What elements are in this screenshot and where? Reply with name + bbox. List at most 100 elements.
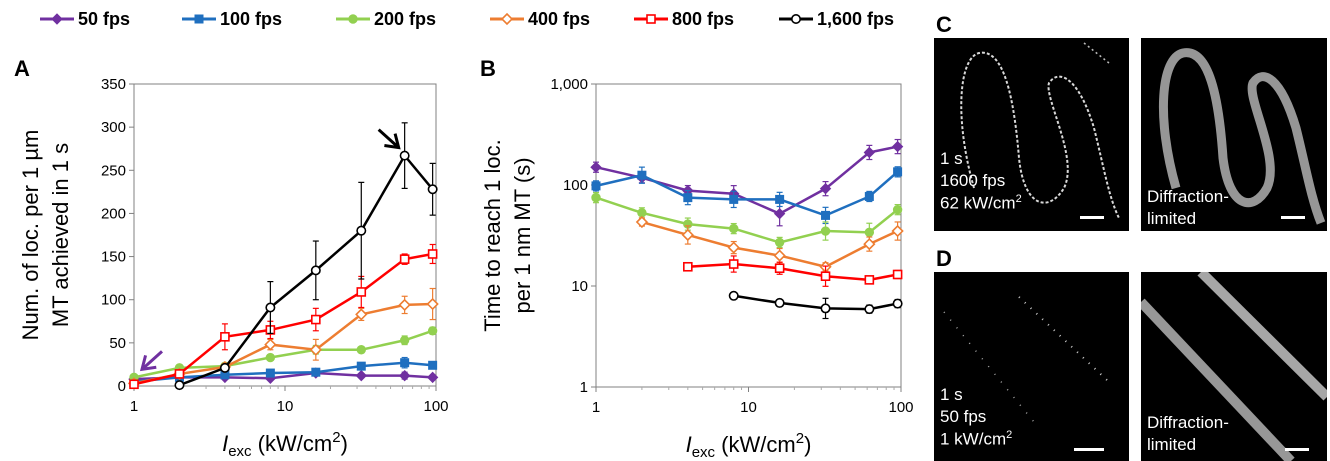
data-point <box>729 194 739 204</box>
panel-label-b: B <box>480 56 496 81</box>
y-tick-label: 10 <box>571 278 588 295</box>
y-tick-label: 100 <box>101 292 126 309</box>
data-point <box>727 241 740 254</box>
data-point <box>399 150 410 161</box>
micrograph-c-left-label: 1 s 1600 fps 62 kW/cm2 <box>940 148 1022 215</box>
micrograph-d-left-label: 1 s 50 fps 1 kW/cm2 <box>940 384 1012 451</box>
data-point <box>356 345 366 355</box>
series-1600fps-fps <box>174 122 438 391</box>
x-tick-label: 10 <box>277 398 294 415</box>
panel-label-a: A <box>14 56 30 81</box>
data-point <box>129 379 139 390</box>
y-tick-label: 100 <box>563 177 588 194</box>
data-point <box>265 352 276 363</box>
data-point <box>399 335 410 345</box>
chart-a: 1 10 100 0 50 100 150 200 250 300 350 Num. of loc. … <box>18 76 449 460</box>
x-tick-label: 100 <box>423 398 448 415</box>
data-point <box>892 204 903 215</box>
legend: 50 fps 100 fps 200 fps 400 fps 800 fps 1,600 … <box>40 9 894 29</box>
data-point <box>310 265 321 276</box>
micrograph-c-super-resolved: 1 s 1600 fps 62 kW/cm2 <box>934 38 1129 231</box>
data-point <box>728 290 739 301</box>
legend-marker <box>646 14 656 24</box>
micrograph-d-right-label: Diffraction- limited <box>1147 412 1229 456</box>
legend-label: 50 fps <box>78 9 130 29</box>
data-point <box>591 192 601 203</box>
data-point <box>174 380 185 391</box>
data-point <box>427 249 438 259</box>
data-point <box>426 371 439 384</box>
data-point <box>821 210 831 220</box>
data-point <box>683 193 693 203</box>
y-tick-label: 1 <box>580 379 588 396</box>
data-point <box>774 263 785 274</box>
x-axis-label-sub: exc <box>228 443 252 460</box>
x-tick-label: 1 <box>592 399 600 416</box>
label-line: limited <box>1147 435 1197 455</box>
data-point <box>820 226 831 236</box>
data-point <box>683 261 693 272</box>
scale-bar <box>1074 448 1104 451</box>
micrograph-c-diffraction: Diffraction- limited <box>1141 38 1327 231</box>
data-point <box>399 254 410 264</box>
x-axis-label-part: I <box>686 432 692 457</box>
legend-marker <box>194 14 204 24</box>
micrograph-d-diffraction: Diffraction- limited <box>1141 272 1327 461</box>
legend-marker <box>790 14 801 24</box>
data-point <box>891 224 904 238</box>
scale-bar <box>1080 216 1104 219</box>
series-1600fps-fps <box>728 290 903 320</box>
y-axis-label-line: Num. of loc. per 1 µm <box>18 130 43 341</box>
data-point <box>427 326 438 336</box>
label-line: 1600 fps <box>940 171 1006 191</box>
x-axis-label-part: ) <box>341 431 348 456</box>
data-point <box>265 302 276 313</box>
data-point <box>681 228 694 242</box>
data-point <box>774 237 785 248</box>
microtubule-image <box>1158 48 1326 225</box>
x-axis-label-sup: 2 <box>796 430 804 447</box>
x-tick-label: 1 <box>130 398 138 415</box>
plot-frame <box>595 83 902 388</box>
y-tick-label: 300 <box>101 119 126 136</box>
microtubule-image <box>1141 272 1327 461</box>
legend-label: 1,600 fps <box>817 9 894 29</box>
plot-frame <box>133 83 437 387</box>
data-point <box>309 343 322 356</box>
data-point <box>864 227 875 238</box>
annotation-arrowhead <box>139 355 157 372</box>
data-point <box>893 167 903 177</box>
data-point <box>356 361 366 371</box>
legend-marker <box>500 12 514 26</box>
data-point <box>863 237 876 251</box>
data-point <box>265 368 275 378</box>
micrograph-d-super-resolved: 1 s 50 fps 1 kW/cm2 <box>934 272 1129 461</box>
series-line <box>133 302 433 385</box>
microtubule-image <box>960 42 1120 219</box>
x-axis-label-part: ) <box>804 432 811 457</box>
data-point <box>775 194 785 204</box>
x-axis-label-sub: exc <box>692 444 716 461</box>
y-axis-label: Time to reach 1 loc. per 1 nm MT (s) <box>480 139 535 331</box>
data-point <box>635 215 649 229</box>
data-point <box>773 249 786 262</box>
y-axis-label-line: Time to reach 1 loc. <box>480 139 505 331</box>
legend-marker <box>51 13 63 25</box>
data-point <box>590 161 602 173</box>
x-axis-label-part: (kW/cm <box>715 432 796 457</box>
data-point <box>892 298 903 309</box>
y-axis-label: Num. of loc. per 1 µm MT achieved in 1 s <box>18 130 73 341</box>
scale-bar <box>1285 448 1309 451</box>
y-tick-label: 150 <box>101 249 126 266</box>
data-point <box>820 303 831 314</box>
data-point <box>773 207 786 220</box>
label-line: Diffraction- <box>1147 413 1229 432</box>
data-point <box>728 259 739 269</box>
x-axis-label: Iexc (kW/cm2) <box>686 430 812 461</box>
data-point <box>637 208 647 218</box>
data-point <box>819 182 832 195</box>
y-axis-label-line: MT achieved in 1 s <box>48 143 73 327</box>
data-point <box>637 170 647 180</box>
label-line: limited <box>1147 209 1197 229</box>
y-axis-label-line: per 1 nm MT (s) <box>510 157 535 313</box>
